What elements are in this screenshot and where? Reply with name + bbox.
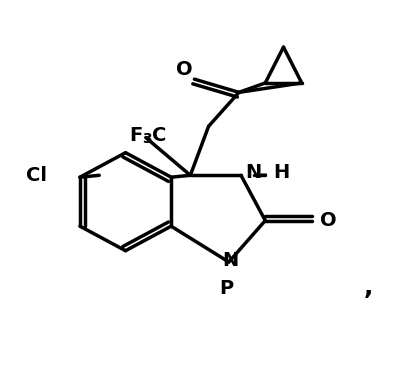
Text: N: N [245, 163, 261, 182]
Text: F: F [130, 126, 143, 145]
Text: N: N [222, 251, 238, 270]
Text: -: - [260, 165, 268, 184]
Text: H: H [273, 163, 290, 182]
Text: O: O [176, 60, 193, 79]
Text: Cl: Cl [26, 166, 47, 185]
Text: P: P [219, 279, 233, 298]
Text: ,: , [364, 274, 373, 299]
Text: 3: 3 [143, 132, 152, 147]
Text: O: O [320, 211, 337, 230]
Text: C: C [152, 126, 166, 145]
